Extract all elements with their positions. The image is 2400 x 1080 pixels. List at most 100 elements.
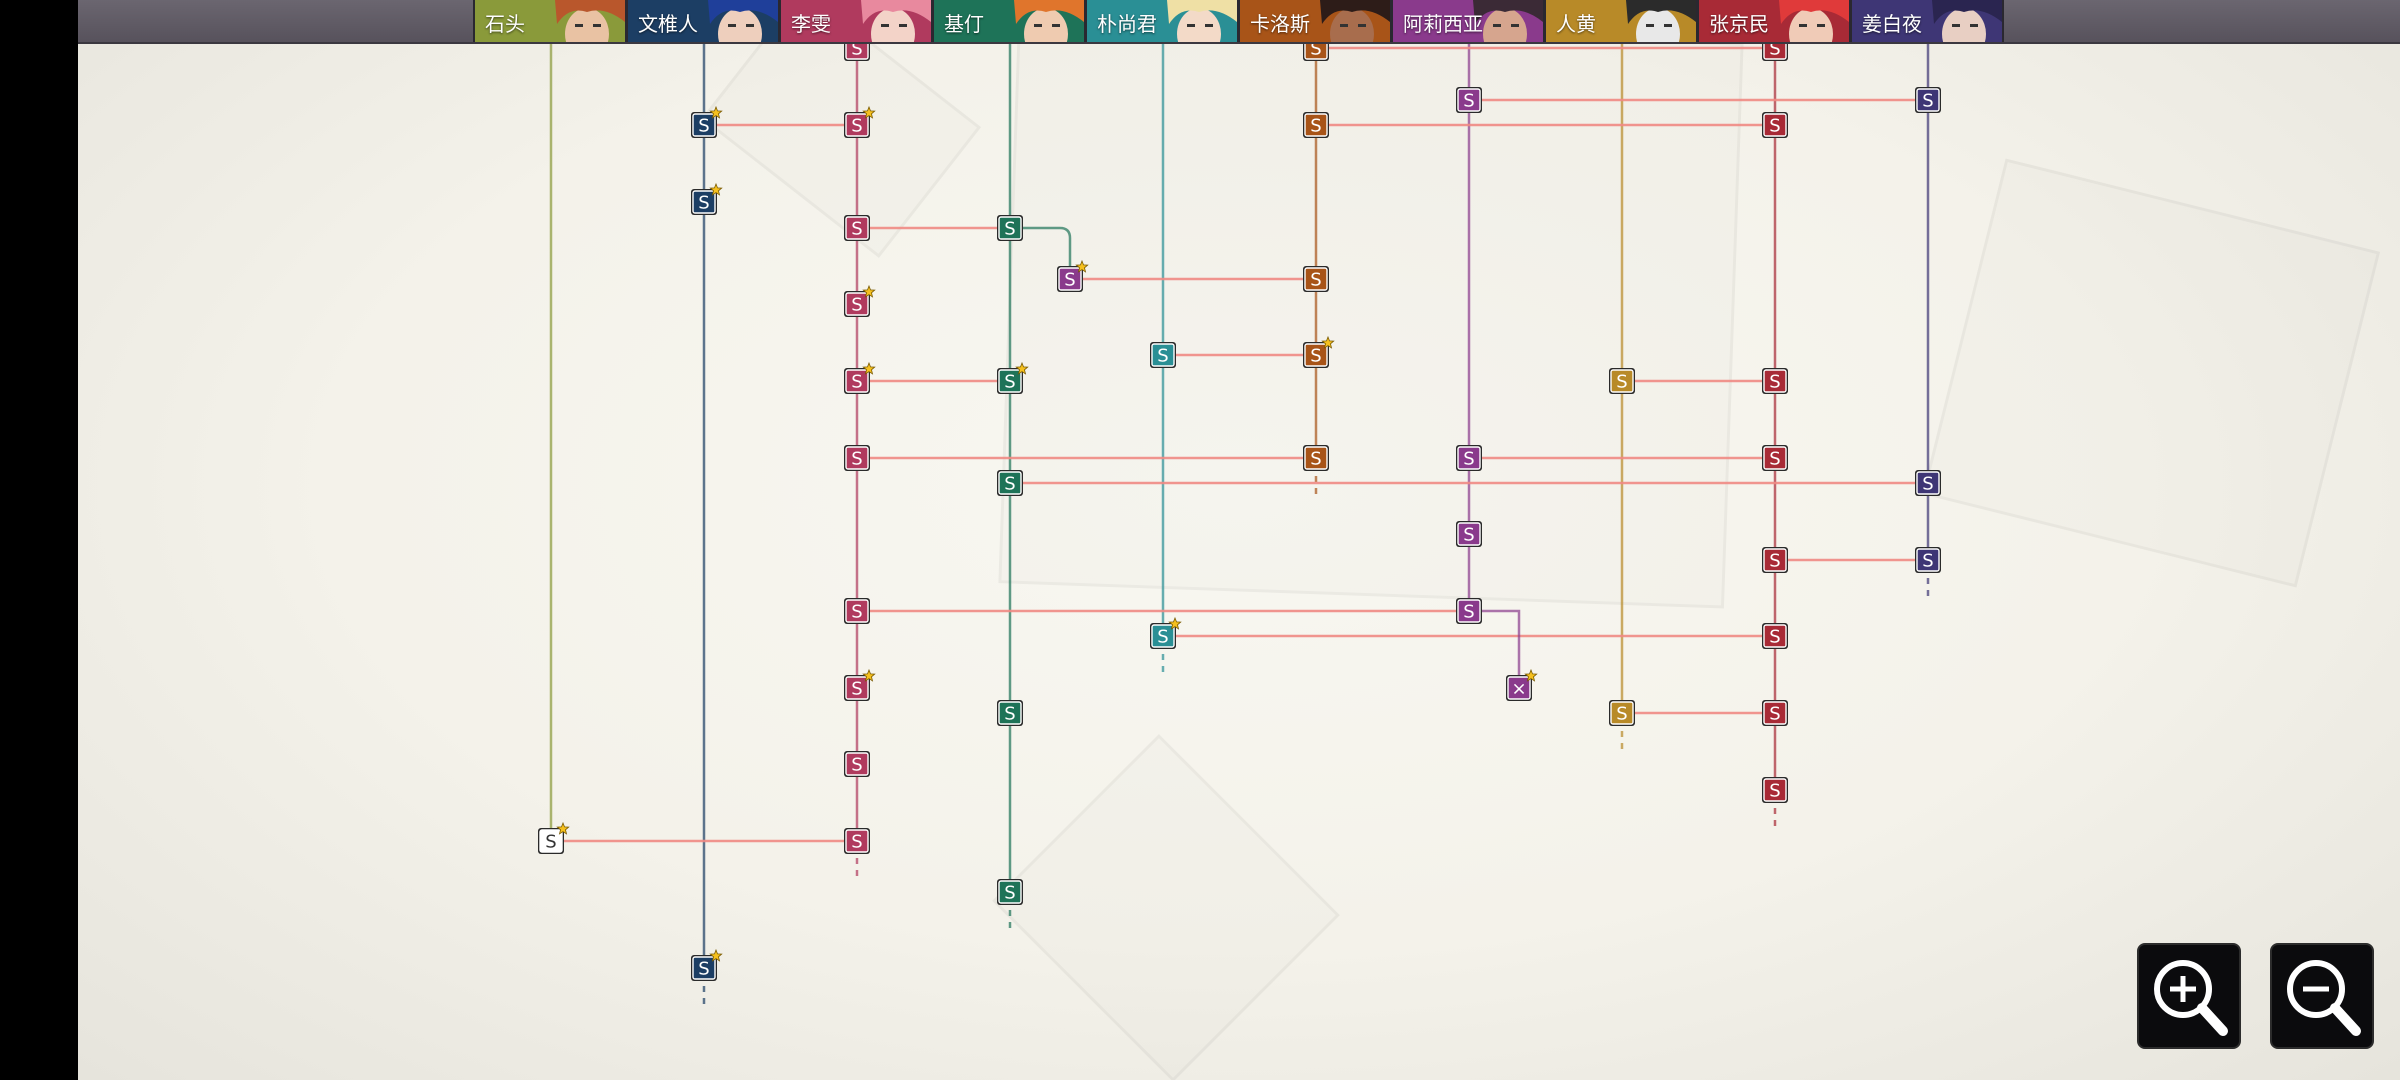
story-node[interactable]: S — [1762, 547, 1788, 573]
character-tab[interactable]: 李雯 — [779, 0, 933, 42]
story-node[interactable]: S — [844, 751, 870, 777]
svg-text:S: S — [1769, 39, 1780, 60]
story-node[interactable]: S — [844, 112, 870, 138]
star-icon — [1015, 361, 1029, 375]
star-icon — [862, 284, 876, 298]
character-portrait-icon — [994, 0, 1084, 42]
character-tab[interactable]: 人黄 — [1544, 0, 1698, 42]
svg-text:S: S — [1004, 883, 1015, 904]
story-node[interactable]: S — [1762, 700, 1788, 726]
character-name: 李雯 — [791, 12, 831, 36]
story-node[interactable]: S — [1303, 445, 1329, 471]
story-node[interactable]: S — [844, 445, 870, 471]
story-node[interactable]: S — [997, 368, 1023, 394]
character-tab[interactable]: 阿莉西亚 — [1391, 0, 1545, 42]
story-node[interactable]: S — [1456, 87, 1482, 113]
svg-text:S: S — [1463, 91, 1474, 112]
zoom-out-button[interactable] — [2270, 943, 2374, 1049]
story-node[interactable]: S — [997, 879, 1023, 905]
story-node[interactable]: S — [1915, 470, 1941, 496]
story-node[interactable]: S — [691, 112, 717, 138]
character-name: 卡洛斯 — [1250, 12, 1310, 36]
svg-text:S: S — [1004, 474, 1015, 495]
star-icon — [862, 668, 876, 682]
story-node[interactable]: S — [1762, 445, 1788, 471]
star-icon — [1524, 668, 1538, 682]
svg-text:S: S — [698, 116, 709, 137]
character-portrait-icon — [1147, 0, 1237, 42]
svg-text:S: S — [1769, 551, 1780, 572]
character-tab[interactable]: 石头 — [473, 0, 627, 42]
story-node[interactable]: S — [1150, 623, 1176, 649]
story-node[interactable]: S — [997, 470, 1023, 496]
branch-line — [1010, 226, 1072, 279]
character-portrait-icon — [688, 0, 778, 42]
svg-text:S: S — [1769, 704, 1780, 725]
story-node[interactable]: S — [844, 675, 870, 701]
character-tab[interactable]: 文椎人 — [626, 0, 780, 42]
story-node[interactable]: S — [844, 828, 870, 854]
story-node[interactable]: S — [1762, 368, 1788, 394]
star-icon — [709, 182, 723, 196]
story-node[interactable]: S — [1915, 87, 1941, 113]
story-node[interactable]: S — [1303, 266, 1329, 292]
zoom-in-icon — [2154, 960, 2228, 1036]
character-tab[interactable]: 张京民 — [1697, 0, 1851, 42]
story-node[interactable]: S — [1456, 521, 1482, 547]
story-node[interactable]: S — [1150, 342, 1176, 368]
svg-text:S: S — [1157, 627, 1168, 648]
story-node[interactable]: S — [1303, 112, 1329, 138]
svg-text:S: S — [1310, 449, 1321, 470]
character-portrait-icon — [535, 0, 625, 42]
star-icon — [1168, 616, 1182, 630]
story-node[interactable]: S — [1057, 266, 1083, 292]
story-node[interactable]: S — [691, 189, 717, 215]
svg-text:S: S — [851, 372, 862, 393]
character-portrait-icon — [1606, 0, 1696, 42]
svg-text:S: S — [1463, 525, 1474, 546]
story-node[interactable]: S — [1609, 368, 1635, 394]
route-tree: S S S S S S S S S S S S S S S S S S S S S S S S S S S S S S S S S S S × S S S S… — [538, 35, 1941, 1008]
svg-text:S: S — [1064, 270, 1075, 291]
character-tab[interactable]: 朴尚君 — [1085, 0, 1239, 42]
svg-text:S: S — [545, 832, 556, 853]
svg-text:S: S — [1769, 781, 1780, 802]
story-node[interactable]: S — [1915, 547, 1941, 573]
character-tab[interactable]: 姜白夜 — [1850, 0, 2004, 42]
character-name: 文椎人 — [638, 12, 698, 36]
story-node[interactable]: S — [691, 955, 717, 981]
star-icon — [1075, 259, 1089, 273]
svg-text:S: S — [1769, 449, 1780, 470]
story-node[interactable]: S — [1762, 777, 1788, 803]
story-node[interactable]: S — [1456, 598, 1482, 624]
story-node[interactable]: S — [844, 598, 870, 624]
character-name: 张京民 — [1709, 12, 1769, 36]
story-node[interactable]: S — [1762, 112, 1788, 138]
story-node[interactable]: S — [1303, 342, 1329, 368]
svg-text:S: S — [851, 755, 862, 776]
story-node[interactable]: S — [997, 700, 1023, 726]
svg-text:S: S — [851, 39, 862, 60]
character-name: 姜白夜 — [1862, 12, 1922, 36]
story-tree-canvas[interactable]: S S S S S S S S S S S S S S S S S S S S S S S S S S S S S S S S S S S × S S S S… — [78, 0, 2400, 1080]
story-node[interactable]: S — [844, 215, 870, 241]
locked-story-node[interactable]: × — [1506, 675, 1532, 701]
story-node[interactable]: S — [844, 291, 870, 317]
svg-text:S: S — [1157, 346, 1168, 367]
character-tab[interactable]: 基仃 — [932, 0, 1086, 42]
svg-text:S: S — [851, 116, 862, 137]
zoom-in-button[interactable] — [2137, 943, 2241, 1049]
story-node[interactable]: S — [997, 215, 1023, 241]
story-node[interactable]: S — [538, 828, 564, 854]
story-node[interactable]: S — [1762, 623, 1788, 649]
svg-text:S: S — [1310, 116, 1321, 137]
character-name: 人黄 — [1556, 12, 1596, 36]
story-node[interactable]: S — [1456, 445, 1482, 471]
character-tab-bar: 石头 文椎人 李雯 基仃 朴尚君 卡洛斯 阿莉西亚 人黄 张京民 姜白夜 — [78, 0, 2400, 44]
svg-text:S: S — [1922, 91, 1933, 112]
story-node[interactable]: S — [844, 368, 870, 394]
star-icon — [709, 948, 723, 962]
story-node[interactable]: S — [1609, 700, 1635, 726]
svg-text:S: S — [1922, 474, 1933, 495]
character-tab[interactable]: 卡洛斯 — [1238, 0, 1392, 42]
